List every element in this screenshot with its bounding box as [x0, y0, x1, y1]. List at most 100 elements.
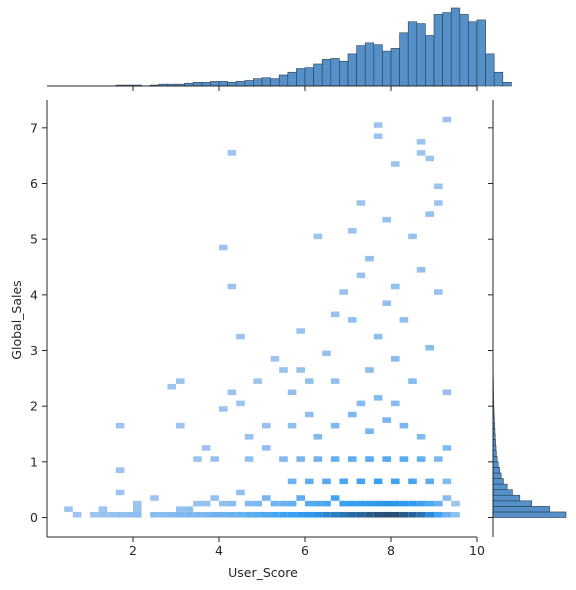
heatmap-cell	[425, 500, 434, 507]
heatmap-cell	[391, 478, 400, 485]
marginal-x-bar	[313, 63, 323, 87]
heatmap-cell	[391, 161, 400, 167]
marginal-x-bar	[356, 45, 366, 87]
heatmap-cell	[305, 511, 314, 518]
y-tick-label: 1	[30, 454, 38, 469]
heatmap-cell	[287, 511, 297, 518]
heatmap-cell	[348, 228, 357, 234]
heatmap-cell	[373, 395, 383, 401]
axes: 2 4 6 8 10 0 1 2 3 4 5 6 7	[30, 85, 494, 558]
y-axis-label: Global_Sales	[9, 280, 24, 359]
marginal-x-bar	[390, 48, 400, 87]
heatmap-cell	[279, 500, 288, 507]
heatmap-cell	[201, 511, 211, 518]
heatmap-cell	[373, 478, 383, 485]
marginal-x-bar	[201, 82, 211, 87]
heatmap-cell	[72, 511, 82, 518]
heatmap-cell	[442, 389, 452, 396]
heatmap-cell	[176, 506, 185, 512]
marginal-x-bar	[210, 81, 220, 87]
x-tick-label: 2	[129, 543, 137, 558]
heatmap-cell	[408, 511, 417, 518]
heatmap-cell	[373, 511, 383, 518]
heatmap-cell	[124, 511, 133, 518]
heatmap-cell	[167, 383, 176, 390]
heatmap-cell	[408, 478, 417, 485]
heatmap-cell	[287, 389, 297, 396]
x-tick-label: 4	[215, 543, 223, 558]
heatmap-cell	[416, 500, 426, 507]
heatmap-cell	[150, 495, 159, 501]
heatmap-cell	[399, 500, 409, 507]
heatmap-cell	[313, 434, 323, 440]
heatmap-cell	[219, 244, 228, 251]
marginal-y-bar	[492, 483, 508, 490]
heatmap-cell	[416, 138, 426, 145]
heatmap-cell	[296, 367, 305, 373]
heatmap-cell	[434, 511, 443, 518]
heatmap-cell	[391, 500, 400, 507]
heatmap-cell	[227, 500, 237, 507]
heatmap-cell	[279, 511, 288, 518]
marginal-x-bar	[399, 32, 409, 87]
heatmap-cell	[193, 500, 202, 507]
marginal-x-bar	[476, 19, 486, 87]
heatmap-cell	[442, 511, 452, 518]
heatmap-cell	[399, 317, 409, 323]
heatmap-cell	[434, 456, 443, 462]
heatmap-cell	[442, 478, 452, 485]
heatmap-cell	[416, 456, 426, 462]
heatmap-cell	[322, 511, 331, 518]
heatmap-cell	[219, 511, 228, 518]
heatmap-cell	[115, 467, 125, 473]
marginal-x-bar	[485, 53, 495, 87]
heatmap-cell	[399, 456, 409, 462]
heatmap-cell	[330, 311, 340, 318]
heatmap-cell	[227, 283, 237, 290]
marginal-x-bar	[296, 68, 306, 87]
heatmap-cell	[115, 489, 125, 496]
heatmap-cell	[64, 506, 73, 512]
heatmap-cell	[416, 434, 426, 440]
heatmap-cell	[434, 500, 443, 507]
heatmap-cell	[244, 500, 254, 507]
marginal-y-bar	[492, 500, 533, 507]
heatmap-cell	[365, 255, 374, 262]
heatmap-cell	[391, 400, 400, 407]
heatmap-cell	[365, 511, 374, 518]
heatmap-cell	[133, 511, 142, 518]
heatmap-cell	[339, 500, 348, 507]
marginal-x-bar	[261, 77, 271, 87]
heatmap-cell	[382, 500, 391, 507]
marginal-x-bar	[278, 74, 289, 87]
heatmap-cell	[236, 400, 245, 407]
heatmap-cell	[176, 511, 185, 518]
heatmap-cell	[167, 511, 176, 518]
marginal-y-bar	[492, 506, 550, 513]
marginal-x-bar	[253, 78, 263, 87]
heatmap-cell	[425, 478, 434, 485]
marginal-y-bar	[492, 467, 501, 474]
heatmap-cell	[305, 478, 314, 485]
heatmap-cell	[313, 511, 323, 518]
heatmap-cell	[210, 456, 219, 462]
marginal-x-bar	[425, 35, 435, 87]
heatmap-cell	[313, 500, 323, 507]
heatmap-cell	[219, 500, 228, 507]
y-tick-label: 3	[30, 343, 38, 358]
marginal-x-bar	[493, 71, 504, 87]
heatmap-cell	[305, 411, 314, 418]
heatmap-cell	[279, 367, 288, 373]
marginal-x-bar	[382, 50, 392, 87]
x-tick-label: 8	[387, 543, 395, 558]
marginal-y-bar	[492, 511, 567, 518]
heatmap-cell	[184, 511, 194, 518]
marginal-x-bar	[502, 82, 512, 87]
heatmap-cell	[399, 511, 409, 518]
heatmap-cell	[176, 378, 185, 384]
heatmap-cell	[382, 300, 391, 306]
heatmap-cell	[434, 289, 443, 295]
heatmap-cell	[236, 489, 245, 496]
heatmap-cell	[98, 511, 108, 518]
heatmap-cell	[348, 511, 357, 518]
